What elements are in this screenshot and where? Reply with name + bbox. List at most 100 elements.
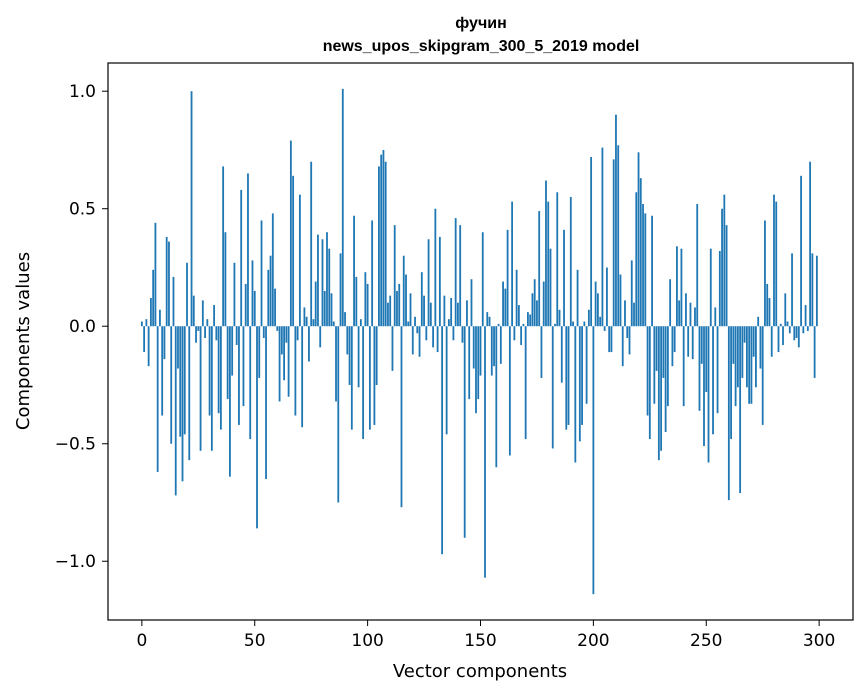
bar-component-243	[689, 302, 692, 327]
bar-component-161	[504, 288, 507, 327]
bar-component-277	[766, 283, 769, 327]
bar-component-143	[463, 326, 466, 538]
bar-component-191	[572, 321, 574, 327]
bar-component-232	[664, 326, 667, 432]
bar-component-65	[287, 326, 290, 397]
bar-component-224	[646, 326, 649, 416]
bar-component-35	[219, 326, 222, 430]
bar-component-14	[172, 276, 175, 327]
bar-component-105	[378, 166, 380, 327]
bar-component-21	[188, 326, 191, 461]
bar-component-140	[457, 302, 459, 327]
bar-component-231	[662, 326, 665, 378]
bar-component-206	[606, 267, 608, 327]
bar-component-199	[590, 157, 593, 327]
bar-component-242	[687, 326, 690, 357]
bar-component-248	[700, 326, 703, 364]
bar-component-284	[782, 326, 784, 346]
bar-component-226	[651, 215, 653, 327]
bar-component-117	[405, 274, 407, 327]
bar-component-16	[177, 326, 179, 369]
bar-component-138	[452, 326, 455, 341]
bar-component-240	[682, 326, 685, 407]
bar-component-211	[617, 145, 620, 327]
bar-component-151	[481, 232, 484, 327]
bar-component-75	[310, 161, 313, 327]
bar-component-118	[407, 321, 410, 327]
bar-component-66	[289, 140, 292, 327]
bar-component-185	[558, 309, 561, 327]
bar-component-104	[375, 326, 378, 385]
bar-component-97	[359, 319, 362, 327]
bar-component-17	[179, 326, 182, 437]
bar-component-103	[373, 326, 376, 425]
x-tick-label: 150	[464, 631, 496, 651]
bar-component-63	[283, 326, 285, 381]
bar-component-180	[547, 201, 550, 327]
bar-component-148	[475, 326, 477, 414]
bar-component-260	[727, 326, 730, 501]
bar-component-196	[583, 321, 586, 327]
bar-component-135	[445, 326, 448, 435]
bar-component-261	[730, 326, 732, 440]
bar-component-202	[596, 293, 599, 327]
bar-component-129	[432, 326, 434, 348]
bar-component-249	[703, 326, 705, 447]
bar-component-73	[305, 316, 308, 327]
bar-component-79	[319, 326, 322, 348]
bar-component-1	[143, 326, 146, 353]
bar-component-234	[669, 279, 672, 327]
bar-component-160	[502, 281, 504, 327]
bar-component-194	[578, 326, 581, 442]
bar-component-137	[450, 298, 453, 327]
bar-component-120	[411, 326, 414, 355]
bar-component-15	[174, 326, 177, 496]
bar-component-229	[657, 326, 660, 461]
bar-component-269	[748, 326, 751, 404]
bar-component-222	[642, 204, 644, 327]
bar-component-72	[303, 307, 306, 327]
bar-component-219	[635, 192, 638, 327]
bar-component-37	[224, 232, 227, 327]
bar-component-57	[269, 255, 272, 327]
bar-component-164	[511, 201, 514, 327]
bar-component-20	[186, 262, 188, 327]
bar-component-43	[238, 326, 240, 425]
bar-component-55	[265, 326, 267, 479]
bar-component-299	[815, 255, 818, 327]
bar-component-101	[368, 326, 371, 430]
bar-component-22	[190, 91, 193, 327]
bar-component-74	[308, 326, 310, 362]
bar-component-245	[694, 307, 696, 327]
bar-component-167	[517, 305, 520, 327]
bar-component-213	[621, 326, 624, 367]
bar-component-90	[344, 312, 346, 327]
bar-component-42	[235, 326, 238, 346]
bar-component-29	[206, 319, 209, 327]
bar-component-292	[800, 175, 802, 327]
bar-component-230	[660, 326, 663, 451]
y-tick-label: 1.0	[69, 82, 96, 102]
bar-component-262	[732, 326, 735, 364]
bar-component-144	[466, 300, 468, 327]
bar-component-106	[380, 154, 383, 327]
bar-component-68	[294, 326, 297, 416]
bar-component-70	[298, 194, 301, 327]
bar-component-86	[335, 326, 337, 402]
bar-component-112	[393, 225, 396, 327]
bar-component-30	[208, 326, 211, 416]
bar-component-111	[391, 326, 394, 371]
bar-component-84	[330, 293, 333, 327]
bar-component-241	[685, 293, 687, 327]
bar-component-276	[764, 220, 766, 327]
bar-component-3	[147, 326, 150, 367]
bar-component-237	[676, 246, 678, 327]
bar-component-197	[585, 326, 588, 404]
bar-component-273	[757, 316, 760, 327]
bar-component-286	[786, 321, 789, 327]
y-tick-label: 0.0	[69, 317, 96, 337]
bar-component-254	[714, 307, 717, 327]
bar-component-76	[312, 319, 315, 327]
bar-component-95	[355, 276, 358, 327]
bar-component-209	[612, 159, 615, 327]
